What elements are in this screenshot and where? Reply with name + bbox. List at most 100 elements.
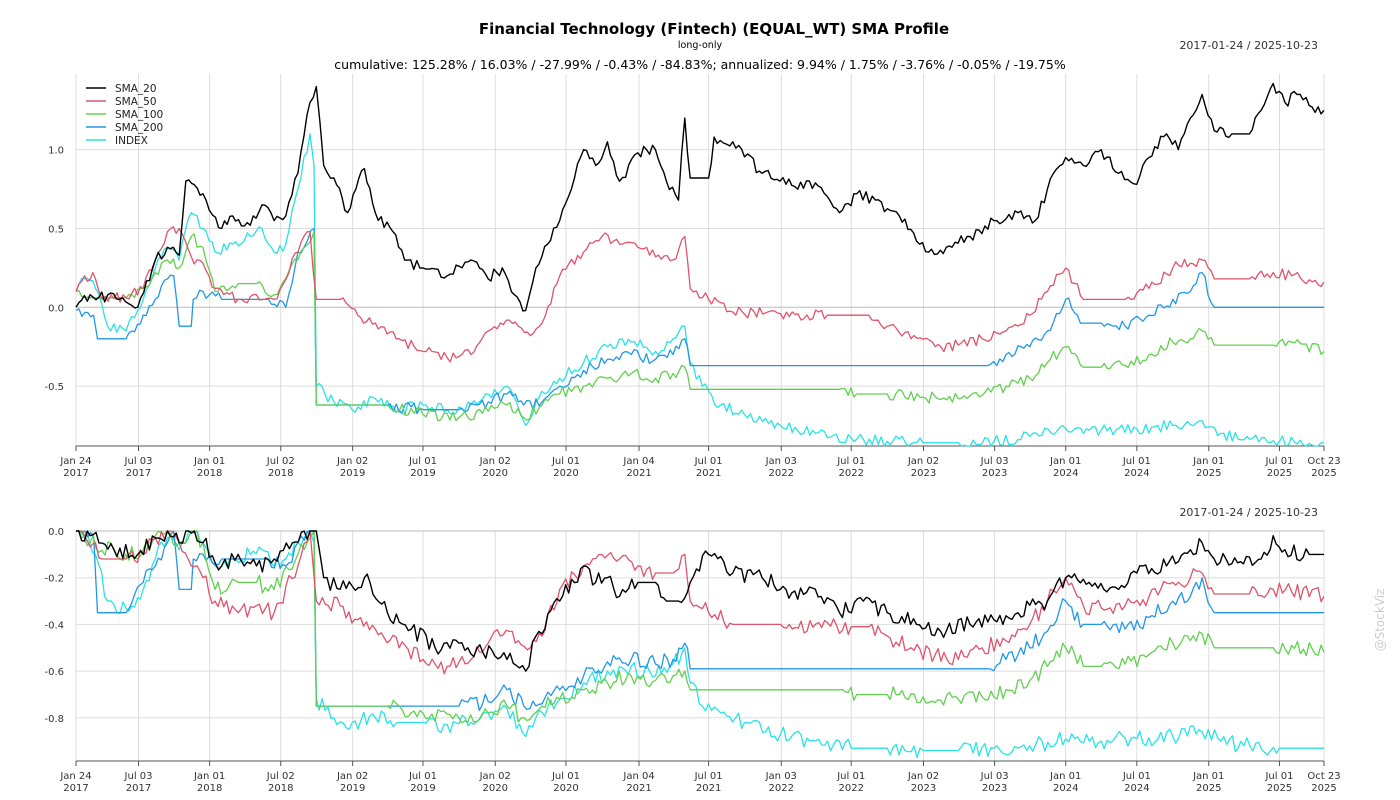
series-line-sma-100 [75,230,1325,422]
watermark: @StockViz [1373,589,1387,652]
x-tick-label: Jul 01 [836,771,865,782]
x-tick-year: 2021 [626,468,651,479]
x-tick-year: 2021 [626,783,651,794]
x-tick-label: Jul 01 [551,771,580,782]
series-line-sma-200 [76,530,1324,712]
y-tick-label: 0.5 [48,224,64,235]
x-tick-year: 2023 [982,783,1007,794]
x-tick-label: Jan 04 [622,456,654,467]
x-tick-year: 2018 [197,468,222,479]
legend-label: SMA_100 [115,109,163,121]
x-tick-label: Jul 01 [1264,771,1293,782]
x-tick-label: Jan 01 [193,771,225,782]
x-tick-year: 2025 [1267,468,1292,479]
x-tick-label: Jan 02 [479,456,511,467]
x-tick-label: Jan 24 [59,456,91,467]
x-tick-label: Jan 01 [1192,771,1224,782]
x-tick-year: 2020 [553,468,578,479]
x-tick-year: 2024 [1124,783,1149,794]
x-tick-label: Jan 02 [336,456,368,467]
legend-label: SMA_50 [115,96,157,108]
legend-label: INDEX [115,135,148,147]
x-tick-label: Jan 02 [907,771,939,782]
x-tick-label: Jul 01 [408,771,437,782]
x-tick-year: 2025 [1311,468,1336,479]
x-tick-label: Jul 02 [266,771,295,782]
chart-subtitle: long-only [678,40,723,51]
series-line-sma-20 [76,530,1324,672]
series-line-sma-200 [75,227,1324,415]
x-tick-label: Jul 01 [551,456,580,467]
x-tick-year: 2017 [126,468,151,479]
x-tick-year: 2021 [696,468,721,479]
x-tick-label: Jan 01 [1049,771,1081,782]
y-tick-label: -0.6 [44,667,64,678]
x-tick-label: Jul 03 [124,456,153,467]
x-tick-label: Jul 01 [836,456,865,467]
x-tick-year: 2025 [1311,783,1336,794]
x-tick-year: 2022 [838,783,863,794]
x-tick-label: Jan 02 [907,456,939,467]
x-tick-year: 2024 [1053,468,1078,479]
x-tick-year: 2023 [911,468,936,479]
y-tick-label: -0.4 [44,620,64,631]
x-tick-year: 2022 [769,783,794,794]
y-tick-label: -0.2 [44,574,64,585]
x-tick-label: Jul 01 [1122,771,1151,782]
x-tick-year: 2017 [63,783,88,794]
y-tick-label: -0.5 [44,382,64,393]
x-tick-label: Jul 01 [1122,456,1151,467]
series-line-sma-50 [75,226,1325,363]
series-line-index [75,133,1324,447]
x-tick-label: Jul 01 [1264,456,1293,467]
x-tick-label: Jul 02 [266,456,295,467]
x-tick-year: 2020 [553,783,578,794]
x-tick-year: 2023 [982,468,1007,479]
x-tick-year: 2025 [1196,783,1221,794]
x-tick-year: 2018 [268,783,293,794]
series-line-sma-20 [75,82,1325,312]
x-tick-year: 2018 [197,783,222,794]
x-tick-label: Jan 24 [59,771,91,782]
bottom-date-range: 2017-01-24 / 2025-10-23 [1179,506,1318,519]
x-tick-year: 2024 [1053,783,1078,794]
x-tick-label: Jul 01 [694,771,723,782]
x-tick-label: Jan 04 [622,771,654,782]
x-tick-label: Jan 02 [336,771,368,782]
x-tick-year: 2017 [126,783,151,794]
x-tick-label: Jan 01 [193,456,225,467]
x-tick-label: Jul 03 [980,771,1009,782]
x-tick-year: 2019 [340,783,365,794]
x-tick-year: 2018 [268,468,293,479]
x-tick-year: 2024 [1124,468,1149,479]
x-tick-year: 2022 [769,468,794,479]
x-tick-label: Jan 03 [765,456,797,467]
x-tick-label: Jul 01 [408,456,437,467]
x-tick-label: Jul 03 [980,456,1009,467]
x-tick-year: 2020 [483,783,508,794]
x-tick-label: Jan 01 [1192,456,1224,467]
x-tick-year: 2019 [410,783,435,794]
top-date-range: 2017-01-24 / 2025-10-23 [1179,39,1318,52]
x-tick-year: 2019 [340,468,365,479]
x-tick-year: 2021 [696,783,721,794]
stats-line: cumulative: 125.28% / 16.03% / -27.99% /… [334,57,1066,72]
x-tick-year: 2020 [483,468,508,479]
series-line-index [76,530,1324,759]
series-line-sma-50 [76,530,1325,675]
x-tick-label: Oct 23 [1307,456,1340,467]
y-tick-label: 0.0 [48,303,64,314]
chart-title: Financial Technology (Fintech) (EQUAL_WT… [479,20,949,38]
x-tick-label: Jul 03 [124,771,153,782]
x-tick-label: Oct 23 [1307,771,1340,782]
x-tick-label: Jan 03 [765,771,797,782]
legend-label: SMA_20 [115,83,157,95]
y-tick-label: 0.0 [48,527,64,538]
x-tick-year: 2023 [911,783,936,794]
legend-label: SMA_200 [115,122,163,134]
x-tick-label: Jan 01 [1049,456,1081,467]
y-tick-label: -0.8 [44,714,64,725]
